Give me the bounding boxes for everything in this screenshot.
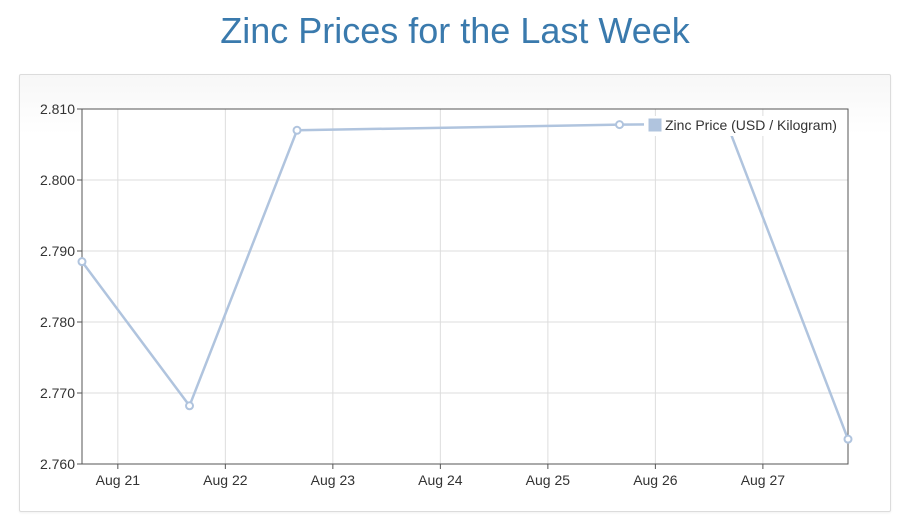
data-point[interactable] bbox=[185, 401, 195, 411]
x-tick-label: Aug 23 bbox=[311, 472, 356, 488]
legend: Zinc Price (USD / Kilogram) bbox=[644, 116, 847, 136]
data-point[interactable] bbox=[615, 120, 625, 130]
legend-swatch bbox=[647, 117, 663, 133]
y-tick-label: 2.780 bbox=[40, 314, 75, 330]
axes: 2.810 2.800 2.790 2.780 2.770 2.760 Aug 21 Aug … bbox=[40, 101, 849, 488]
legend-label: Zinc Price (USD / Kilogram) bbox=[665, 117, 837, 133]
x-tick-label: Aug 25 bbox=[526, 472, 571, 488]
x-tick-label: Aug 24 bbox=[418, 472, 463, 488]
y-tick-label: 2.760 bbox=[40, 456, 75, 472]
plot-frame bbox=[81, 108, 849, 465]
y-tick-label: 2.790 bbox=[40, 243, 75, 259]
x-tick-label: Aug 26 bbox=[633, 472, 678, 488]
x-tick-label: Aug 22 bbox=[203, 472, 248, 488]
legend-background bbox=[644, 116, 847, 136]
data-point[interactable] bbox=[292, 125, 302, 135]
x-tick-label: Aug 27 bbox=[741, 472, 786, 488]
plot-area bbox=[82, 109, 848, 464]
data-point[interactable] bbox=[77, 257, 87, 267]
page-title: Zinc Prices for the Last Week bbox=[220, 10, 690, 51]
x-tick-label: Aug 21 bbox=[96, 472, 141, 488]
series-layer bbox=[77, 120, 853, 444]
y-tick-label: 2.770 bbox=[40, 385, 75, 401]
data-point[interactable] bbox=[843, 434, 853, 444]
series-line bbox=[80, 122, 850, 440]
y-tick-label: 2.800 bbox=[40, 172, 75, 188]
y-tick-label: 2.810 bbox=[40, 101, 75, 117]
